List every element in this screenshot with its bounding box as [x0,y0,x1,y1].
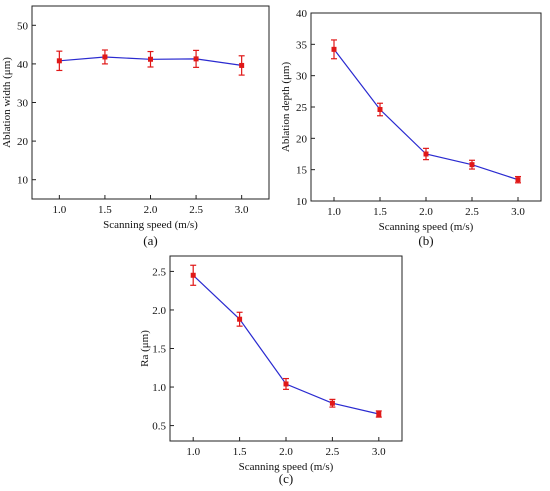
data-point [329,400,335,406]
chart-panel-1: 1.0 1.5 2.0 2.5 3.0 10 20 30 40 50 Scanning speed … [1,5,270,248]
data-point [515,177,521,183]
panel-label: (a) [143,233,157,248]
x-tick-label: 2.5 [326,446,340,458]
y-tick-label: 25 [296,102,308,114]
x-tick-label: 1.5 [373,206,387,218]
data-point [469,162,475,168]
data-point [331,46,337,52]
x-tick-label: 3.0 [372,446,386,458]
y-tick-label: 1.0 [152,382,166,394]
data-point [56,58,62,64]
data-point [237,316,243,322]
data-point [102,54,108,60]
plot-frame [169,255,403,442]
data-point [376,411,382,417]
y-tick-label: 20 [296,133,308,145]
y-tick-label: 40 [296,8,308,20]
data-point [423,151,429,157]
y-tick-label: 15 [296,165,308,177]
y-axis-label: Ra (μm) [139,330,151,367]
y-tick-label: 2.0 [152,305,166,317]
y-tick-label: 10 [296,196,308,208]
x-tick-label: 1.5 [233,446,247,458]
x-axis-label: Scanning speed (m/s) [239,461,334,473]
data-point [190,272,196,278]
x-axis-label: Scanning speed (m/s) [379,221,474,233]
x-tick-label: 1.0 [52,204,66,216]
plot-frame [31,5,270,200]
x-tick-label: 2.5 [189,204,203,216]
x-tick-label: 1.0 [327,206,341,218]
x-tick-label: 3.0 [511,206,525,218]
plot-frame [310,12,542,202]
y-tick-label: 30 [17,98,29,110]
chart-panel-3: 1.0 1.5 2.0 2.5 3.0 0.5 1.0 1.5 2.0 2.5 Scanning s… [139,255,403,486]
panel-label: (c) [279,471,293,486]
y-tick-label: 0.5 [152,421,166,433]
panel-label: (b) [418,233,433,248]
x-tick-label: 2.0 [144,204,158,216]
y-tick-label: 1.5 [152,344,166,356]
x-axis-label: Scanning speed (m/s) [103,219,198,231]
x-tick-label: 2.5 [465,206,479,218]
x-tick-label: 2.0 [279,446,293,458]
x-tick-label: 3.0 [235,204,249,216]
data-point [283,381,289,387]
data-point [239,62,245,68]
x-tick-label: 1.5 [98,204,112,216]
y-tick-label: 20 [17,136,29,148]
y-tick-label: 50 [17,20,29,32]
y-tick-label: 40 [17,59,29,71]
y-axis-label: Ablation width (μm) [1,57,13,148]
y-tick-label: 30 [296,71,308,83]
y-axis-label: Ablation depth (μm) [280,62,292,153]
y-tick-label: 10 [17,175,29,187]
x-tick-label: 1.0 [186,446,200,458]
y-tick-label: 2.5 [152,266,166,278]
data-point [148,56,153,62]
data-point [377,107,383,113]
series-line [192,274,379,415]
y-tick-label: 35 [296,39,308,51]
x-tick-label: 2.0 [419,206,433,218]
data-point [193,56,199,62]
chart-panel-2: 1.0 1.5 2.0 2.5 3.0 10 15 20 25 30 35 40 Scanning sp… [280,8,542,248]
